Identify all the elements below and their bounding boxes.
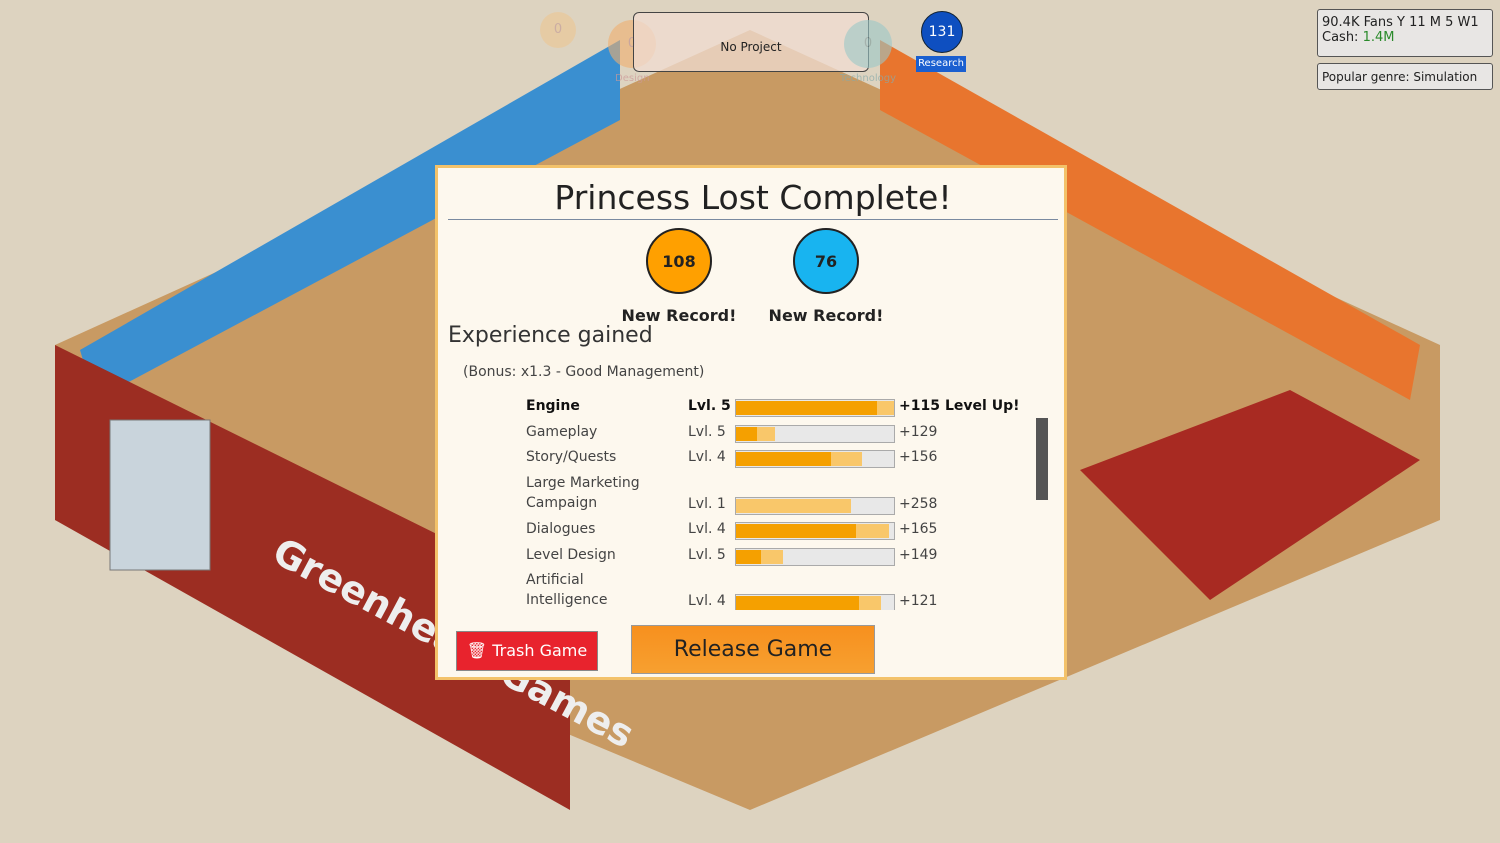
xp-gain: +156 xyxy=(899,449,938,465)
cash-label: Cash: xyxy=(1322,30,1359,45)
skill-level: Lvl. 4 xyxy=(688,449,726,465)
fans-date: 90.4K Fans Y 11 M 5 W1 xyxy=(1322,15,1479,30)
xp-gained xyxy=(761,549,784,564)
skill-name: Artificial Intelligence xyxy=(526,572,608,608)
rug xyxy=(1080,390,1420,600)
xp-gained xyxy=(736,498,852,513)
door xyxy=(109,419,211,571)
xp-gain: +149 xyxy=(899,546,938,563)
xp-bar xyxy=(735,424,895,443)
xp-bar xyxy=(735,496,895,515)
xp-progress xyxy=(736,549,762,564)
xp-bar xyxy=(735,399,895,417)
skill-name: Story/Quests xyxy=(526,449,617,465)
skill-level: Lvl. 1 xyxy=(688,495,726,512)
hud-circle[interactable]: 0 xyxy=(540,12,576,48)
skill-name: Gameplay xyxy=(526,423,598,440)
score-label: New Record! xyxy=(768,306,884,325)
xp-list: Engine Lvl. 5 +115 Level Up! Gameplay Lvl. 5 +… xyxy=(438,393,1038,610)
project-box[interactable]: No Project xyxy=(633,12,869,72)
skill-name: Engine xyxy=(526,398,580,414)
xp-gained xyxy=(856,524,890,538)
xp-progress xyxy=(736,596,860,610)
cash-value: 1.4M xyxy=(1362,30,1395,45)
xp-progress xyxy=(736,452,831,466)
release-button[interactable]: Release Game xyxy=(631,625,875,674)
hud-label: Technology xyxy=(840,73,897,84)
skill-name: Level Design xyxy=(526,546,616,563)
research-button[interactable]: Research xyxy=(916,56,966,72)
research-points[interactable]: 131 xyxy=(921,11,963,53)
genre-box: Popular genre: Simulation xyxy=(1317,63,1493,90)
xp-progress xyxy=(736,426,757,441)
bonus: (Bonus: x1.3 - Good Management) xyxy=(463,364,705,380)
xp-bar xyxy=(735,450,895,468)
scroll-thumb[interactable] xyxy=(1036,418,1048,500)
status-box: 90.4K Fans Y 11 M 5 W1 Cash: 1.4M xyxy=(1317,9,1493,57)
xp-gain: +165 xyxy=(899,521,938,537)
xp-gained xyxy=(859,596,882,610)
skill-level: Lvl. 4 xyxy=(688,521,726,537)
hud-circle[interactable]: 0 xyxy=(844,20,892,68)
dialog-title: Princess Lost Complete! xyxy=(448,178,1058,220)
xp-gained xyxy=(756,426,776,441)
xp-bar xyxy=(735,547,895,566)
xp-gained xyxy=(876,401,894,415)
skill-level: Lvl. 4 xyxy=(688,593,726,609)
xp-bar xyxy=(735,594,895,610)
section-title: Experience gained xyxy=(448,323,653,348)
skill-name: Dialogues xyxy=(526,521,596,537)
trash-button[interactable]: 🗑 Trash Game xyxy=(456,631,598,671)
cash: Cash: 1.4M xyxy=(1322,30,1488,45)
xp-gained xyxy=(830,452,863,466)
xp-progress xyxy=(736,401,877,415)
wall-right xyxy=(880,40,1420,400)
hud-label: Design xyxy=(615,73,650,84)
scrollbar[interactable] xyxy=(1036,390,1048,605)
dialog: Princess Lost Complete! Experience gaine… xyxy=(435,165,1067,680)
skill-level: Lvl. 5 xyxy=(688,546,726,563)
skill-level: Lvl. 5 xyxy=(688,398,731,414)
wall-left xyxy=(80,40,620,400)
skill-name: Large Marketing Campaign xyxy=(526,474,640,511)
level-up: Level Up! xyxy=(945,398,1020,414)
score-circle: 76 xyxy=(793,228,859,294)
xp-gain: +121 xyxy=(899,593,938,609)
xp-gain: +258 xyxy=(899,495,938,512)
xp-progress xyxy=(736,524,857,538)
score-circle: 108 xyxy=(646,228,712,294)
trash-label[interactable]: Trash Game xyxy=(492,641,588,660)
score-label: New Record! xyxy=(621,306,737,325)
xp-gain: +115 xyxy=(899,398,940,414)
skill-level: Lvl. 5 xyxy=(688,423,726,440)
xp-bar xyxy=(735,522,895,540)
xp-gain: +129 xyxy=(899,423,938,440)
